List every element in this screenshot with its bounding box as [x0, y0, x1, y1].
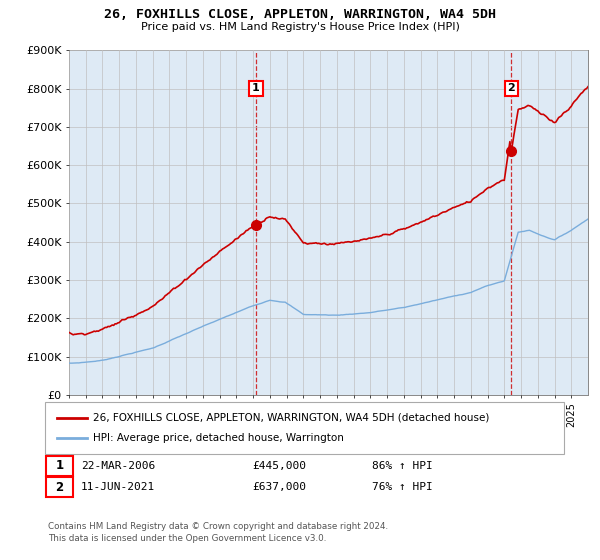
Text: Price paid vs. HM Land Registry's House Price Index (HPI): Price paid vs. HM Land Registry's House … — [140, 22, 460, 32]
Text: £445,000: £445,000 — [252, 461, 306, 471]
Text: 86% ↑ HPI: 86% ↑ HPI — [372, 461, 433, 471]
Text: 22-MAR-2006: 22-MAR-2006 — [81, 461, 155, 471]
Text: Contains HM Land Registry data © Crown copyright and database right 2024.
This d: Contains HM Land Registry data © Crown c… — [48, 522, 388, 543]
Text: 2: 2 — [55, 480, 64, 494]
Text: 2: 2 — [508, 83, 515, 94]
Text: 76% ↑ HPI: 76% ↑ HPI — [372, 482, 433, 492]
Text: HPI: Average price, detached house, Warrington: HPI: Average price, detached house, Warr… — [93, 433, 344, 443]
Text: 11-JUN-2021: 11-JUN-2021 — [81, 482, 155, 492]
Text: 1: 1 — [55, 459, 64, 473]
Text: 26, FOXHILLS CLOSE, APPLETON, WARRINGTON, WA4 5DH (detached house): 26, FOXHILLS CLOSE, APPLETON, WARRINGTON… — [93, 413, 490, 423]
Text: 1: 1 — [252, 83, 260, 94]
Text: £637,000: £637,000 — [252, 482, 306, 492]
Text: 26, FOXHILLS CLOSE, APPLETON, WARRINGTON, WA4 5DH: 26, FOXHILLS CLOSE, APPLETON, WARRINGTON… — [104, 8, 496, 21]
